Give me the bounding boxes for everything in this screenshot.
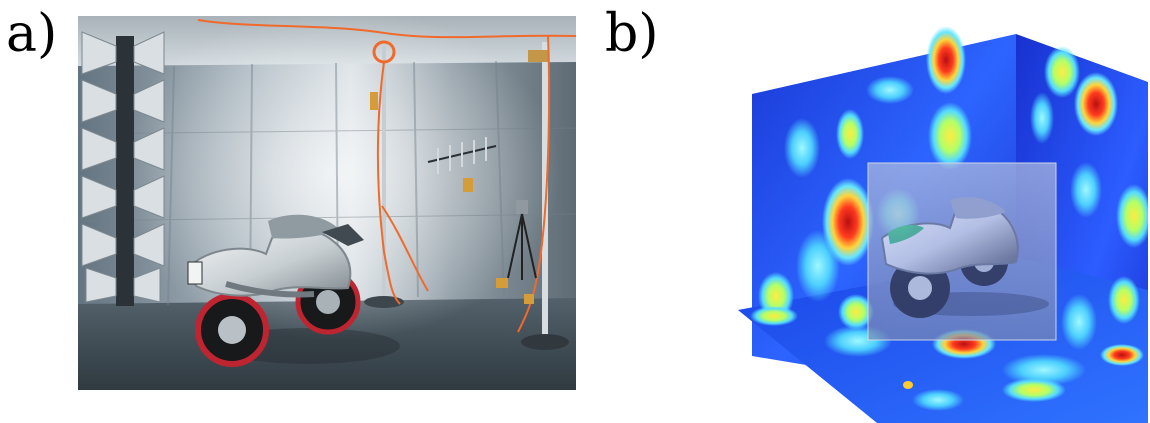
mast-right <box>521 42 569 350</box>
log-periodic-antenna <box>427 137 497 174</box>
field-distribution-3d <box>736 16 1148 423</box>
anechoic-chamber-photo <box>78 16 576 390</box>
heatmap-slices-svg <box>738 26 1148 423</box>
tripod-probe <box>507 200 537 280</box>
panel-a-label: a) <box>6 4 58 64</box>
motorcycle <box>187 214 400 367</box>
license-plate <box>187 261 203 285</box>
orange-cables <box>197 19 576 333</box>
horn-antenna-array <box>81 31 165 306</box>
mast-left <box>364 40 404 308</box>
right-slice-hotspots <box>1030 46 1148 350</box>
motorbike-silhouette <box>880 197 1049 318</box>
small-probes <box>370 92 534 304</box>
model-overlay <box>867 162 1057 341</box>
panel-b-label: b) <box>605 4 659 64</box>
anechoic-chamber-drawing <box>78 16 576 390</box>
